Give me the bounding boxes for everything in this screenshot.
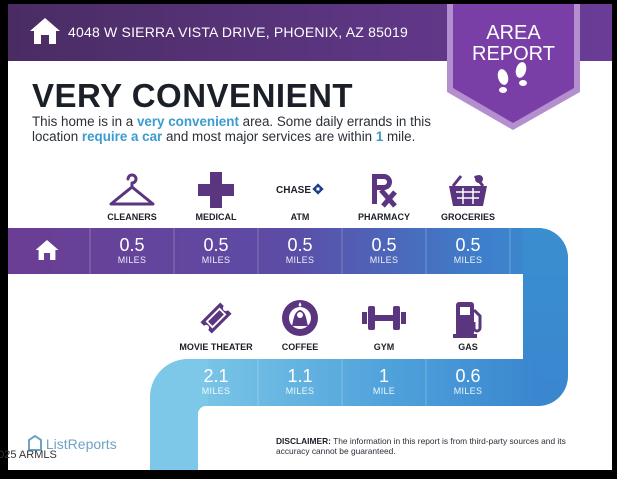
badge-title-line2: REPORT [472,43,555,65]
grocery-basket-icon [426,170,510,210]
category-label-movie-theater: MOVIE THEATER [179,342,253,352]
distance-pharmacy: 0.5 MILES [369,235,399,265]
listreports-mark-icon [28,434,42,451]
category-label-groceries: GROCERIES [440,212,495,222]
distance-groceries: 0.5 MILES [453,235,483,265]
distance-gas: 0.6 MILES [453,366,483,396]
distance-movie-theater: 2.1 MILES [201,366,231,396]
house-icon [30,18,60,44]
hanger-icon [90,170,174,210]
category-label-medical: MEDICAL [195,212,237,222]
starbucks-logo-icon [258,298,342,338]
summary-text: This home is in a very convenient area. … [32,114,431,144]
copyright: 2025 ARMLS [0,449,57,461]
category-label-coffee: COFFEE [281,342,319,352]
ticket-icon [174,298,258,338]
category-label-cleaners: CLEANERS [107,212,157,222]
chase-logo-icon: CHASE [258,182,342,196]
distance-coffee: 1.1 MILES [285,366,315,396]
category-label-pharmacy: PHARMACY [357,212,410,222]
disclaimer: DISCLAIMER: The information in this repo… [276,436,566,456]
distance-medical: 0.5 MILES [201,235,231,265]
area-report-card: 4048 W SIERRA VISTA DRIVE, PHOENIX, AZ 8… [8,4,612,470]
rx-icon [342,170,426,210]
medical-cross-icon [174,170,258,210]
badge-title-line1: AREA [486,22,541,44]
listreports-logo: ListReports [28,434,117,452]
gas-pump-icon [426,298,510,340]
footprints-icon [497,62,527,93]
page-title: VERY CONVENIENT [32,77,354,114]
property-address: 4048 W SIERRA VISTA DRIVE, PHOENIX, AZ 8… [68,24,409,40]
route-band [8,228,568,470]
area-report-badge [447,4,580,130]
svg-text:CHASE: CHASE [276,185,311,196]
dumbbell-icon [342,298,426,338]
house-icon [35,240,59,260]
distance-gym: 1 MILE [372,366,396,396]
category-label-atm: ATM [290,212,310,222]
distance-cleaners: 0.5 MILES [117,235,147,265]
category-label-gym: GYM [373,342,395,352]
category-label-gas: GAS [458,342,478,352]
distance-atm: 0.5 MILES [285,235,315,265]
